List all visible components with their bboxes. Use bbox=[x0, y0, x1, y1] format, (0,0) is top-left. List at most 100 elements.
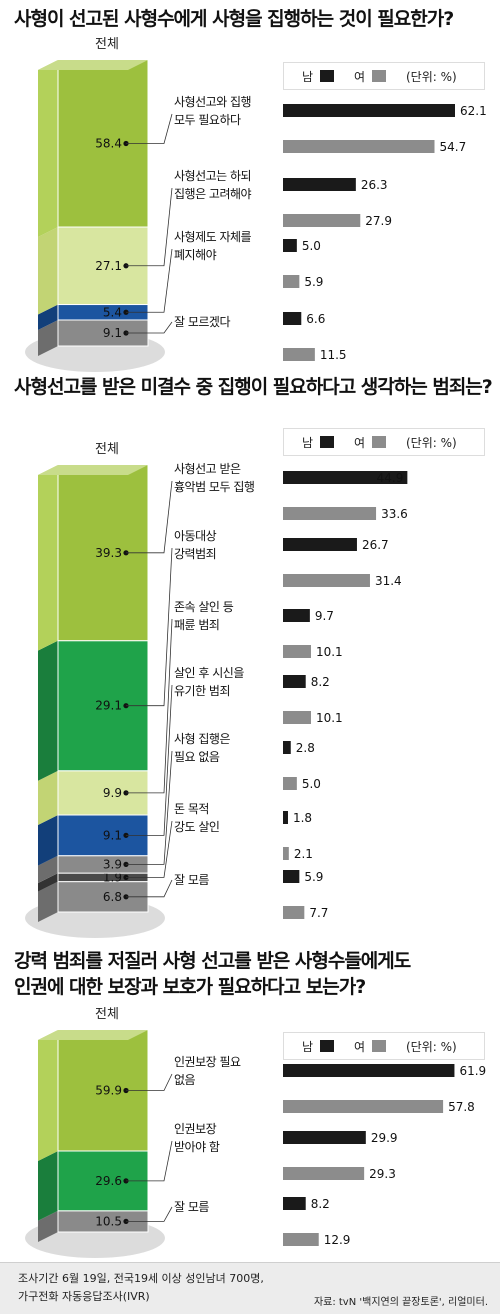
bar-male-value: 29.9 bbox=[371, 1131, 398, 1145]
bar-female bbox=[283, 906, 305, 919]
legend-3: 남 여 (단위: %) bbox=[283, 1032, 485, 1060]
bar-female bbox=[283, 1167, 365, 1180]
stack-segment-value: 1.9 bbox=[103, 870, 122, 884]
stack-top-face bbox=[38, 1030, 148, 1040]
bar-female-value: 11.5 bbox=[320, 348, 347, 362]
bar-female bbox=[283, 507, 377, 520]
bar-female-value: 5.0 bbox=[302, 777, 321, 791]
category-label: 인권보장 필요 bbox=[174, 1055, 241, 1069]
legend-unit: (단위: %) bbox=[406, 70, 457, 84]
category-label: 필요 없음 bbox=[174, 750, 220, 764]
stack-segment-value: 3.9 bbox=[103, 857, 122, 871]
bar-male bbox=[283, 538, 357, 551]
category-label: 사형선고와 집행 bbox=[174, 94, 251, 109]
stack-segment-side bbox=[38, 227, 58, 315]
stack-segment-value: 9.9 bbox=[103, 786, 122, 800]
leader-line bbox=[126, 321, 173, 334]
bar-male bbox=[283, 741, 291, 754]
bar-male-value: 26.3 bbox=[361, 178, 388, 192]
bar-female bbox=[283, 711, 311, 724]
category-label: 폐지해야 bbox=[174, 248, 217, 262]
legend-female-swatch bbox=[372, 1040, 386, 1052]
stack-segment-side bbox=[38, 304, 58, 330]
stack-segment-value: 10.5 bbox=[95, 1214, 122, 1228]
leader-line bbox=[126, 820, 173, 878]
stack-segment-side bbox=[38, 1150, 58, 1221]
bar-female-value: 27.9 bbox=[365, 214, 392, 228]
bar-female bbox=[283, 275, 300, 288]
bar-male-value: 26.7 bbox=[362, 538, 389, 552]
leader-line bbox=[126, 187, 173, 267]
bar-male bbox=[283, 239, 297, 252]
stack-segment-side bbox=[38, 1030, 58, 1161]
leader-line bbox=[126, 113, 173, 144]
stack-segment-side bbox=[38, 60, 58, 238]
bar-male-value: 44.9 bbox=[377, 471, 404, 485]
bar-female-value: 5.9 bbox=[304, 275, 323, 289]
leader-line bbox=[126, 248, 173, 313]
leader-line bbox=[126, 547, 173, 707]
stack-segment-side bbox=[38, 1210, 58, 1242]
bar-female bbox=[283, 645, 311, 658]
category-label: 잘 모르겠다 bbox=[174, 315, 230, 329]
legend-female-swatch bbox=[372, 436, 386, 448]
bar-male-value: 5.9 bbox=[304, 870, 323, 884]
category-label: 사형선고는 하되 bbox=[174, 169, 251, 183]
leader-line bbox=[126, 1073, 173, 1091]
footer: 조사기간 6월 19일, 전국19세 이상 성인남녀 700명, 가구전화 자동… bbox=[0, 1262, 500, 1314]
legend-1: 남 여 (단위: %) bbox=[283, 62, 485, 90]
bar-male-value: 61.9 bbox=[459, 1064, 486, 1078]
bar-female-value: 54.7 bbox=[440, 140, 467, 154]
bar-male bbox=[283, 811, 288, 824]
bar-male bbox=[283, 675, 306, 688]
category-label: 패륜 범죄 bbox=[174, 618, 219, 632]
bar-male bbox=[283, 870, 300, 883]
stack-segment-value: 9.1 bbox=[103, 326, 122, 340]
bar-male bbox=[283, 104, 455, 117]
category-label: 모두 필요하다 bbox=[174, 113, 241, 127]
stack-segment-value: 58.4 bbox=[95, 137, 122, 151]
stack-segment-side bbox=[38, 465, 58, 651]
category-label: 사형 집행은 bbox=[174, 731, 230, 746]
leader-line bbox=[126, 879, 173, 898]
stack-segment-value: 6.8 bbox=[103, 890, 122, 904]
stack-segment-value: 59.9 bbox=[95, 1083, 122, 1097]
bar-female bbox=[283, 777, 297, 790]
leader-line bbox=[126, 750, 173, 865]
stack-segment-value: 29.1 bbox=[95, 699, 122, 713]
bar-male bbox=[283, 312, 302, 325]
category-label: 존속 살인 등 bbox=[174, 600, 234, 614]
bar-male bbox=[283, 178, 356, 191]
bar-female bbox=[283, 214, 361, 227]
bar-male-value: 8.2 bbox=[311, 675, 330, 689]
legend-female-label: 여 bbox=[354, 436, 366, 450]
category-label: 강도 살인 bbox=[174, 820, 219, 834]
bar-female-value: 2.1 bbox=[294, 847, 313, 861]
legend-male-swatch bbox=[320, 1040, 334, 1052]
leader-line bbox=[126, 618, 173, 794]
bar-female-value: 57.8 bbox=[448, 1100, 475, 1114]
legend-female-swatch bbox=[372, 70, 386, 82]
bar-female bbox=[283, 574, 370, 587]
legend-male-swatch bbox=[320, 70, 334, 82]
category-label: 잘 모름 bbox=[174, 873, 209, 887]
legend-male-label: 남 bbox=[302, 436, 314, 450]
stack-total-label: 전체 bbox=[95, 442, 119, 457]
bar-male bbox=[283, 1197, 306, 1210]
bar-male-value: 8.2 bbox=[311, 1197, 330, 1211]
bar-male bbox=[283, 471, 408, 484]
leader-line bbox=[126, 480, 173, 554]
bar-male-value: 62.1 bbox=[460, 104, 487, 118]
category-label: 사형제도 자체를 bbox=[174, 230, 252, 244]
stack-segment-side bbox=[38, 873, 58, 892]
bar-female-value: 7.7 bbox=[309, 906, 328, 920]
bar-male-value: 9.7 bbox=[315, 609, 334, 623]
leader-line bbox=[126, 1140, 173, 1182]
stack-segment-side bbox=[38, 640, 58, 781]
bar-male bbox=[283, 1131, 366, 1144]
stack-segment-value: 27.1 bbox=[95, 259, 122, 273]
chart-title-3-line2: 인권에 대한 보장과 보호가 필요하다고 보는가? bbox=[14, 976, 366, 998]
bar-male-value: 6.6 bbox=[306, 312, 325, 326]
